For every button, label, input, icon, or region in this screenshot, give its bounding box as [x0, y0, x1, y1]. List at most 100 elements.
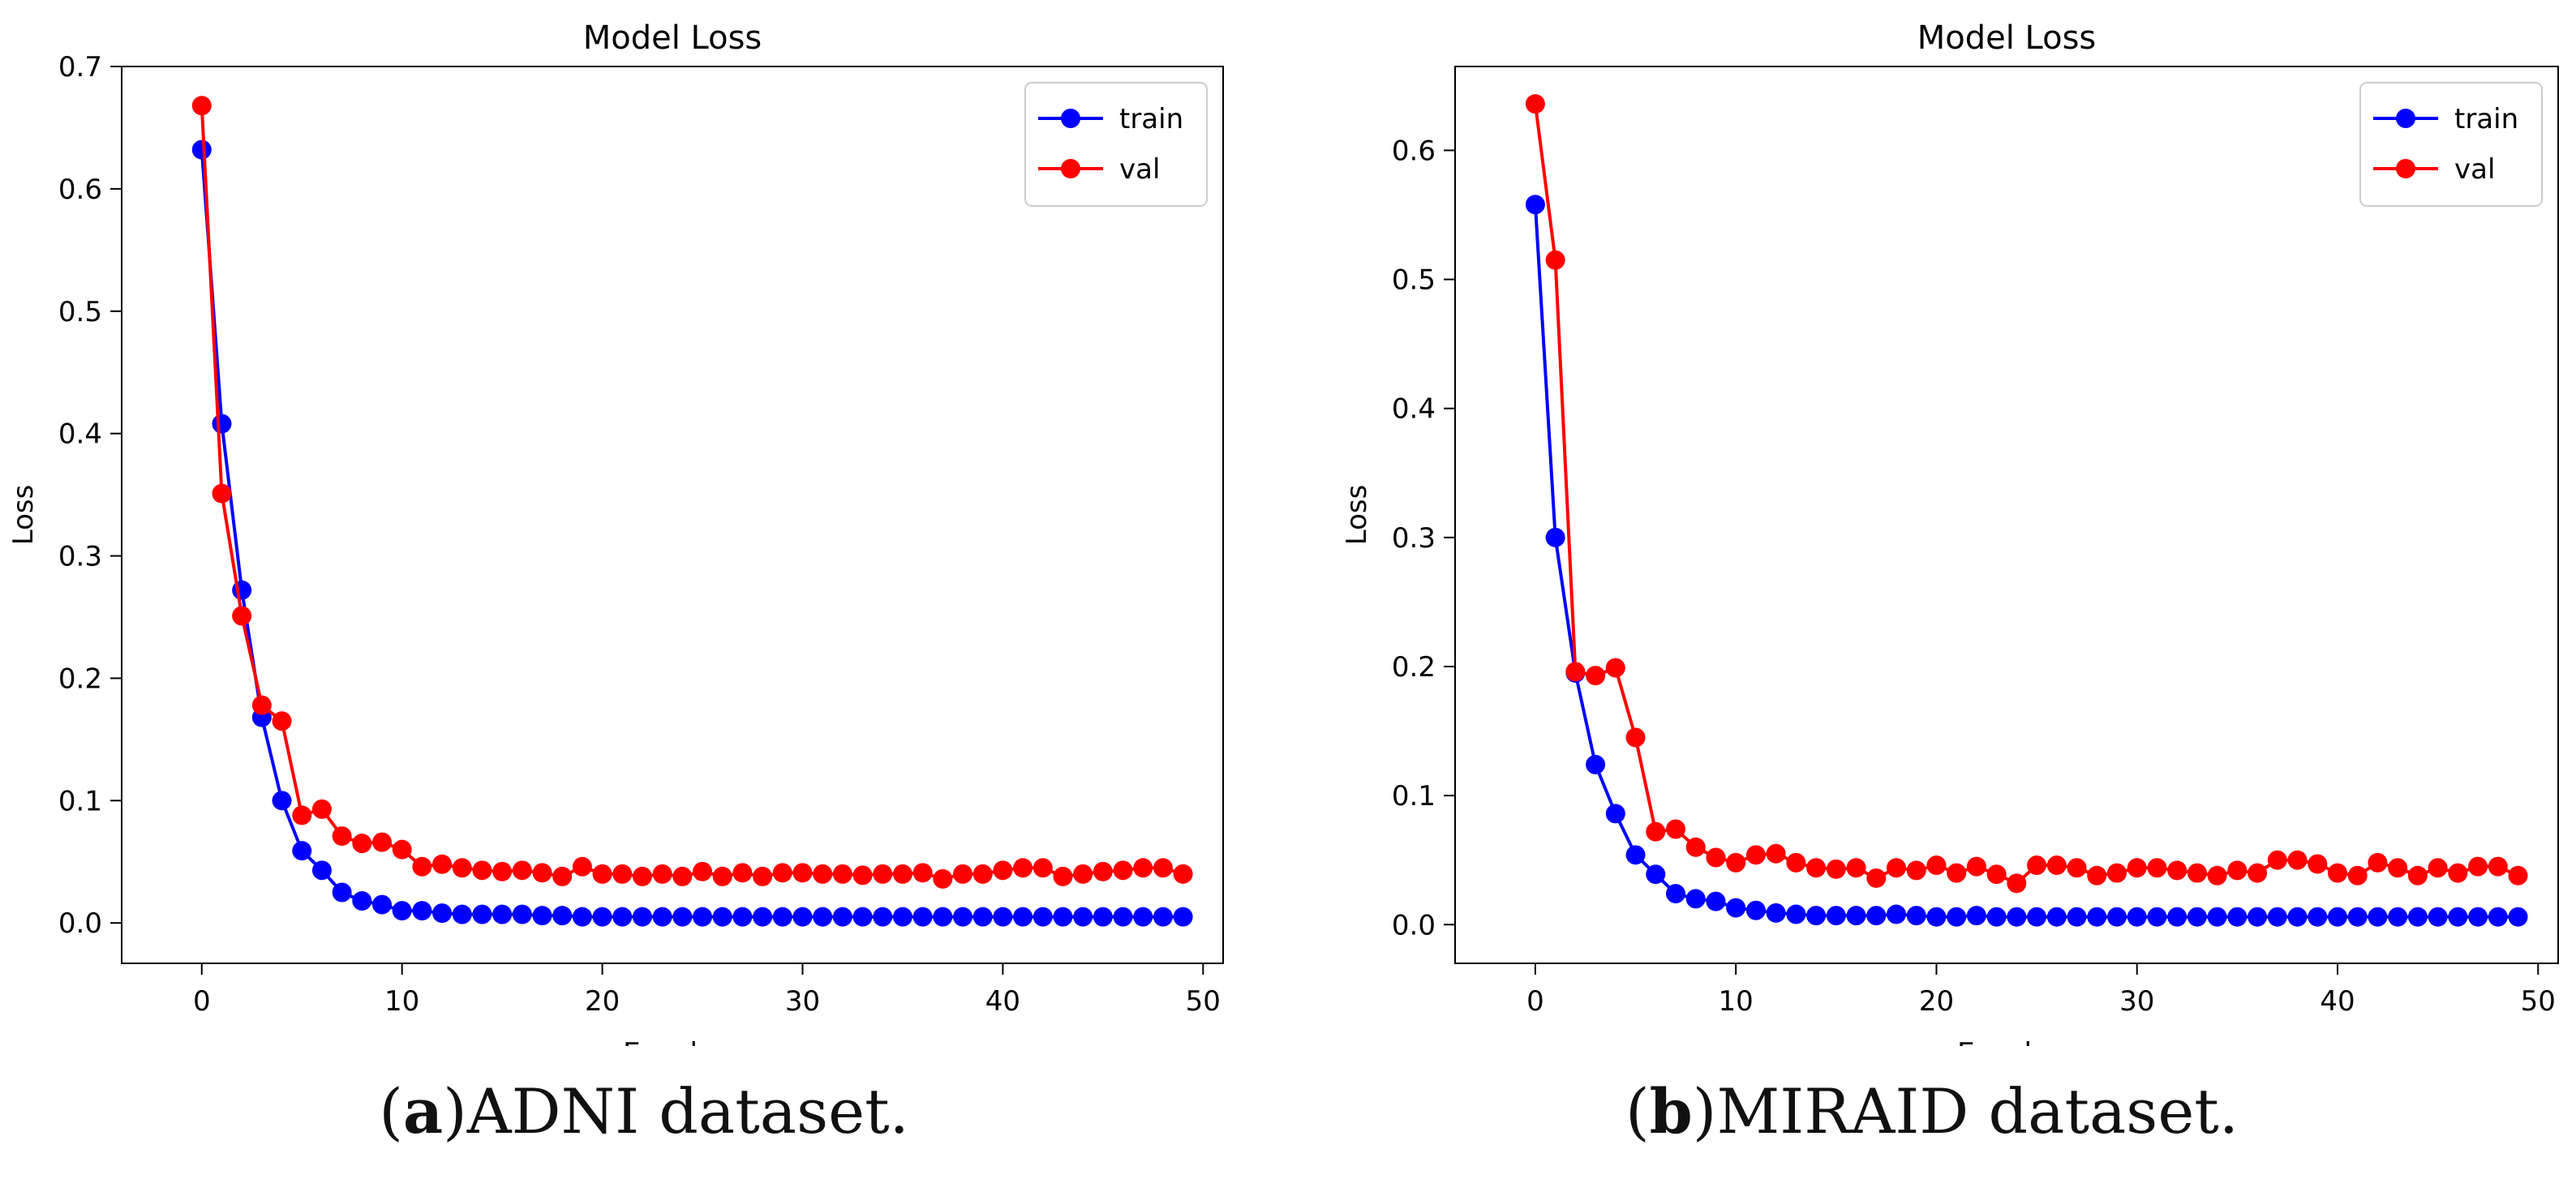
figure: Model Loss 0 10 20 30 40 50 0.0 0.1 0.2 0.3 0.4 0.5 0… — [7, 19, 2559, 1046]
data-point-train — [272, 791, 292, 811]
data-point-train — [2448, 907, 2468, 927]
data-point-train — [1906, 906, 1926, 926]
data-point-val — [1786, 852, 1806, 873]
data-point-train — [492, 904, 513, 924]
data-point-train — [933, 907, 953, 927]
data-point-val — [2508, 865, 2528, 885]
data-point-train — [2027, 907, 2047, 927]
data-point-train — [512, 904, 532, 924]
data-point-train — [1093, 907, 1113, 927]
data-point-train — [892, 907, 912, 927]
data-point-train — [2107, 907, 2127, 927]
data-point-val — [1826, 859, 1846, 879]
data-point-train — [2267, 907, 2287, 927]
data-point-val — [1073, 864, 1093, 884]
data-point-val — [632, 866, 652, 886]
data-point-train — [1966, 906, 1986, 926]
data-point-val — [1013, 858, 1033, 878]
y-tick-label: 0.2 — [58, 662, 102, 695]
x-tick-label: 10 — [384, 985, 419, 1018]
y-tick-label: 0.6 — [1392, 135, 1436, 167]
data-point-val — [2308, 854, 2328, 874]
data-point-train — [1986, 907, 2007, 927]
caption-b-label: MIRAID dataset. — [1716, 1074, 2239, 1147]
data-point-train — [1033, 907, 1053, 927]
data-point-train — [2388, 907, 2408, 927]
data-point-train — [1646, 864, 1666, 885]
data-point-val — [852, 865, 873, 885]
y-tick-label: 0.7 — [58, 51, 102, 84]
data-point-train — [873, 907, 893, 927]
data-point-val — [2347, 865, 2368, 885]
data-point-val — [1986, 864, 2007, 885]
data-point-val — [2107, 863, 2127, 883]
data-point-train — [1625, 845, 1646, 865]
data-point-train — [1846, 906, 1866, 926]
x-tick-label: 20 — [585, 985, 620, 1018]
data-point-val — [2027, 855, 2047, 876]
data-point-train — [1113, 907, 1133, 927]
legend-box — [1024, 82, 1208, 207]
caption-b: (b) MIRAID dataset. — [1625, 1074, 2239, 1147]
data-point-val — [912, 863, 933, 883]
series-line-val — [1533, 103, 2519, 885]
data-point-train — [953, 907, 973, 927]
data-point-train — [2187, 907, 2207, 927]
data-point-train — [472, 904, 492, 924]
data-point-val — [352, 834, 372, 854]
data-point-train — [792, 907, 813, 927]
data-point-train — [832, 907, 852, 927]
data-point-val — [1033, 858, 1053, 878]
data-point-val — [1605, 658, 1625, 678]
data-point-train — [1887, 904, 1906, 924]
data-point-train — [292, 841, 312, 861]
chart-b: Model Loss 0 10 20 30 40 50 0.0 0.1 0.2 0.3 0.4 0.5 0… — [1341, 19, 2559, 1046]
plot-frame — [121, 66, 1224, 964]
data-point-val — [592, 864, 612, 884]
data-point-val — [1565, 662, 1586, 682]
data-point-train — [412, 901, 432, 921]
data-point-train — [1525, 195, 1545, 215]
x-tick-label: 0 — [1526, 985, 1544, 1018]
data-point-val — [2428, 858, 2448, 878]
data-point-val — [1745, 845, 1766, 865]
data-point-train — [632, 907, 652, 927]
data-point-train — [2328, 907, 2347, 927]
y-tick-label: 0.3 — [58, 541, 102, 573]
legend: train val — [1024, 82, 1208, 207]
chart-title: Model Loss — [583, 19, 762, 57]
data-point-val — [2488, 856, 2508, 877]
data-point-val — [251, 695, 272, 715]
data-point-train — [2488, 907, 2508, 927]
data-point-train — [1706, 891, 1726, 911]
x-axis-label: Epochs — [623, 1037, 722, 1046]
data-point-train — [1766, 903, 1786, 923]
data-point-val — [612, 864, 633, 884]
data-point-train — [1866, 906, 1887, 926]
data-point-val — [1906, 860, 1926, 881]
data-point-train — [1605, 804, 1625, 824]
data-point-val — [272, 711, 292, 731]
data-point-train — [1173, 907, 1193, 927]
data-point-val — [732, 863, 753, 883]
data-point-train — [1926, 907, 1947, 927]
y-tick-label: 0.6 — [58, 174, 102, 206]
data-point-val — [792, 863, 813, 883]
data-point-train — [2248, 907, 2268, 927]
x-tick-label: 10 — [1719, 985, 1754, 1018]
data-point-train — [2167, 907, 2187, 927]
data-point-train — [1666, 884, 1685, 904]
legend-marker-train — [1061, 109, 1080, 128]
chart-title: Model Loss — [1917, 19, 2097, 57]
data-point-val — [672, 866, 693, 886]
data-point-val — [953, 864, 973, 884]
data-point-train — [532, 906, 552, 926]
data-point-val — [1093, 861, 1113, 881]
series-line-train — [200, 149, 1183, 919]
data-point-train — [1745, 900, 1766, 920]
data-point-val — [712, 866, 732, 886]
data-point-train — [2087, 907, 2107, 927]
data-point-train — [1545, 527, 1565, 547]
y-axis-label: Loss — [1341, 485, 1373, 546]
x-tick-label: 50 — [1186, 985, 1221, 1018]
